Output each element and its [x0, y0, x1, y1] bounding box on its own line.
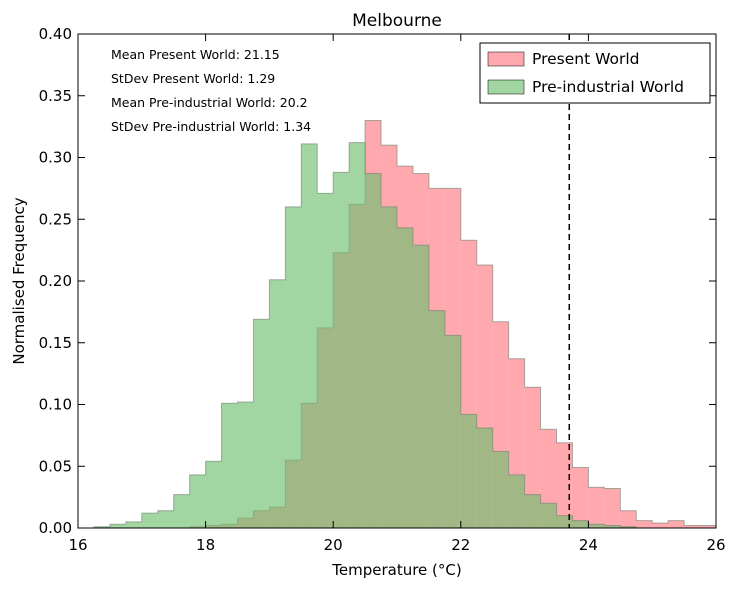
y-axis: 0.00 0.05 0.10 0.15 0.20 0.25 0.30 0.35 0.40 — [39, 25, 716, 537]
bar — [157, 510, 174, 528]
bar — [684, 525, 701, 528]
x-tick-label: 24 — [579, 536, 598, 554]
legend: Present World Pre-industrial World — [479, 42, 711, 104]
bar — [381, 206, 397, 528]
bar — [109, 524, 126, 528]
bar — [604, 488, 621, 528]
x-axis: 16 18 20 22 24 26 — [68, 34, 726, 554]
x-tick-label: 26 — [706, 536, 725, 554]
annotation-mean-preindustrial: Mean Pre-industrial World: 20.2 — [111, 95, 308, 110]
y-axis-label: Normalised Frequency — [10, 197, 28, 364]
bar — [620, 510, 637, 528]
bar — [572, 520, 589, 528]
x-tick-label: 22 — [451, 536, 470, 554]
bar — [572, 467, 589, 528]
annotation-stdev-present: StDev Present World: 1.29 — [111, 71, 275, 86]
annotation-stdev-preindustrial: StDev Pre-industrial World: 1.34 — [111, 119, 311, 134]
bar — [333, 172, 350, 528]
legend-swatch-present — [487, 51, 525, 67]
bar — [556, 442, 573, 528]
x-tick-label: 16 — [68, 536, 87, 554]
legend-label-preindustrial: Pre-industrial World — [532, 78, 684, 96]
bar — [652, 523, 669, 528]
series-outline — [93, 142, 716, 529]
y-tick-label: 0.25 — [39, 210, 72, 228]
bar — [476, 427, 493, 528]
bar — [365, 173, 382, 528]
stats-annotations: Mean Present World: 21.15 StDev Present … — [111, 47, 311, 134]
bar — [556, 515, 573, 528]
series-preindustrial — [93, 142, 716, 529]
x-tick-label: 20 — [324, 536, 343, 554]
legend-swatch-preindustrial — [487, 79, 525, 95]
bar — [237, 402, 254, 528]
bar — [317, 193, 334, 528]
y-tick-label: 0.35 — [39, 87, 72, 105]
bar — [221, 403, 238, 528]
bar — [604, 525, 621, 528]
bar — [588, 524, 605, 528]
x-axis-label: Temperature (°C) — [331, 561, 461, 579]
bar — [141, 513, 158, 528]
x-tick-label: 18 — [196, 536, 215, 554]
bar — [444, 335, 461, 528]
y-tick-label: 0.40 — [39, 25, 72, 43]
bar — [460, 414, 477, 528]
y-tick-label: 0.30 — [39, 149, 72, 167]
bar — [125, 521, 142, 528]
bar — [412, 245, 429, 528]
y-tick-label: 0.05 — [39, 457, 72, 475]
bar — [700, 525, 716, 528]
bar — [285, 206, 302, 528]
bar — [205, 461, 222, 528]
bar — [173, 494, 190, 528]
y-tick-label: 0.00 — [39, 519, 72, 537]
bar — [620, 526, 637, 528]
bar — [301, 143, 318, 529]
bar — [253, 319, 270, 528]
bar — [428, 310, 445, 528]
bar — [508, 474, 525, 528]
bar — [349, 142, 366, 528]
bar — [269, 279, 286, 528]
y-tick-label: 0.20 — [39, 272, 72, 290]
y-tick-label: 0.15 — [39, 334, 72, 352]
bar — [93, 526, 110, 528]
y-tick-label: 0.10 — [39, 396, 72, 414]
bars-layer — [93, 119, 717, 529]
bar — [397, 227, 413, 528]
bar — [588, 487, 605, 528]
annotation-mean-present: Mean Present World: 21.15 — [111, 47, 280, 62]
chart-title: Melbourne — [352, 11, 442, 31]
bar — [189, 474, 206, 528]
bar — [524, 387, 541, 528]
bar — [668, 520, 685, 528]
bar — [524, 494, 541, 528]
bar — [492, 451, 509, 528]
bar — [540, 503, 557, 528]
legend-label-present: Present World — [532, 50, 640, 68]
bar — [636, 520, 653, 528]
